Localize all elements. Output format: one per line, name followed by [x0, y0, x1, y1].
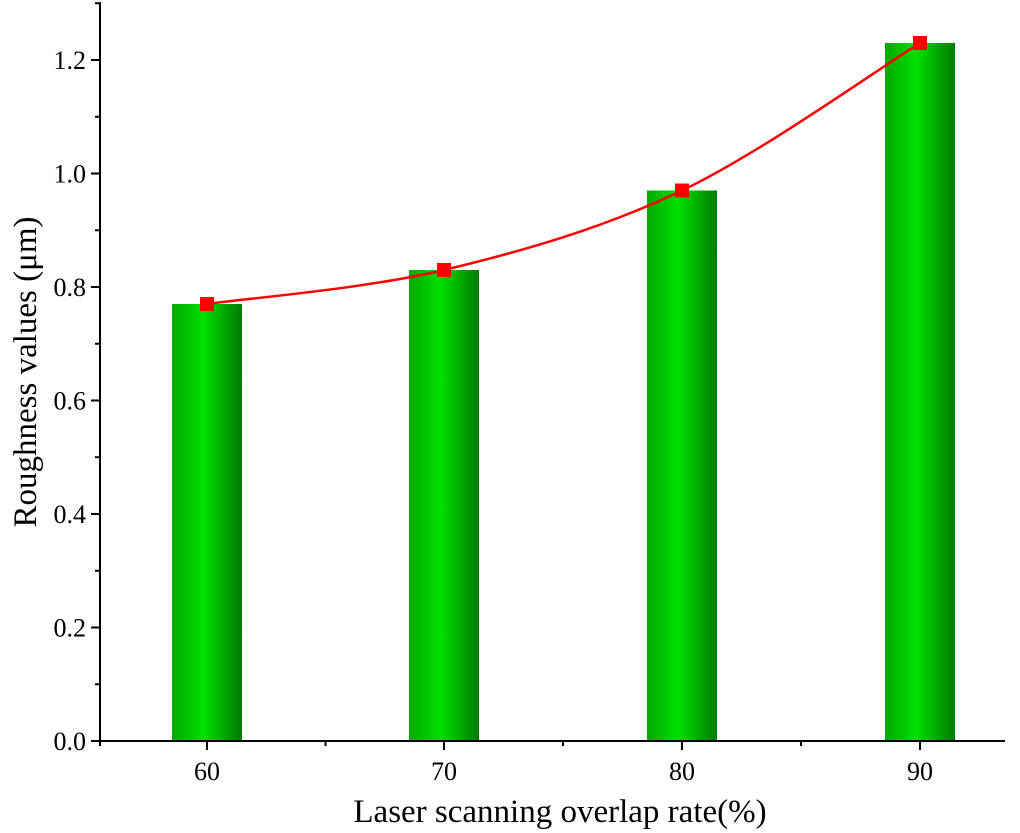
bar-90: [885, 42, 955, 742]
y-tick-label: 1.2: [54, 46, 87, 75]
x-tick-label: 70: [431, 757, 457, 786]
marker-60: [200, 297, 214, 312]
y-tick-label: 0.0: [54, 727, 87, 756]
x-tick-label: 80: [669, 757, 695, 786]
y-axis-title: Roughness values (μm): [8, 217, 44, 528]
bar-60: [172, 304, 242, 741]
y-tick-label: 0.6: [54, 387, 87, 416]
marker-90: [913, 35, 927, 50]
trend-line: [206, 41, 921, 306]
marker-70: [437, 262, 451, 277]
bar-70: [409, 269, 479, 741]
y-tick-label: 1.0: [54, 160, 87, 189]
bars-layer: [172, 42, 955, 742]
tick-labels: 0.0 0.2 0.4 0.6 0.8 1.0 1.2 60 70 80 90: [54, 46, 934, 786]
x-tick-label: 60: [194, 757, 220, 786]
y-tick-label: 0.8: [54, 273, 87, 302]
markers-layer: [200, 35, 927, 312]
marker-80: [675, 183, 689, 198]
bar-80: [647, 190, 717, 741]
y-tick-label: 0.2: [54, 614, 87, 643]
axes: [91, 2, 1005, 750]
x-tick-label: 90: [907, 757, 933, 786]
y-tick-label: 0.4: [54, 500, 87, 529]
x-axis-title: Laser scanning overlap rate(%): [353, 794, 766, 830]
